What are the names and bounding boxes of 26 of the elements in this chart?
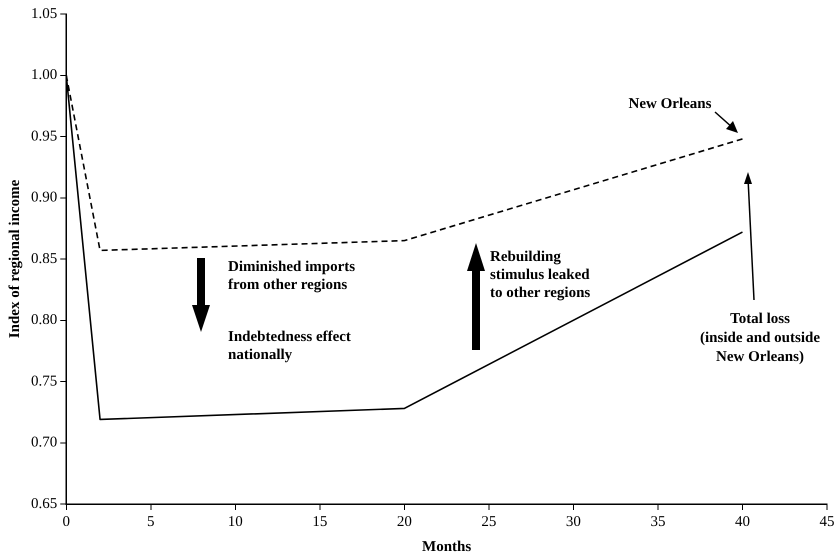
annotation: Indebtedness effect nationally xyxy=(228,328,351,364)
annotation: Diminished imports from other regions xyxy=(228,258,356,294)
y-tick-label: 0.85 xyxy=(31,250,58,267)
y-tick-label: 0.80 xyxy=(31,312,58,328)
x-tick-label: 25 xyxy=(481,514,496,530)
text: Total loss (inside and outside New Orleans) xyxy=(700,311,820,365)
x-tick-label: 15 xyxy=(312,514,328,530)
text: New Orleans xyxy=(628,96,712,112)
x-tick-label: 45 xyxy=(820,514,834,530)
x-tick-label: 0 xyxy=(62,514,70,530)
x-tick-label: 10 xyxy=(228,514,243,530)
y-tick-label: 1.00 xyxy=(31,67,58,84)
annotation: Rebuilding stimulus leaked to other regions xyxy=(490,248,590,302)
y-tick-label: 0.75 xyxy=(31,373,58,390)
y-axis-title: Index of regional income xyxy=(6,179,23,338)
x-tick-label: 5 xyxy=(147,514,155,530)
y-tick-label: 0.95 xyxy=(31,128,58,144)
y-tick-label: 0.70 xyxy=(31,434,58,451)
y-tick-label: 0.90 xyxy=(31,190,58,206)
x-tick-label: 20 xyxy=(396,514,412,530)
x-tick-label: 40 xyxy=(734,514,750,530)
x-tick-label: 35 xyxy=(650,514,666,530)
y-tick-label: 0.65 xyxy=(31,496,58,512)
x-axis-title: Months xyxy=(422,538,472,555)
y-tick-label: 1.05 xyxy=(31,6,58,22)
x-tick-label: 30 xyxy=(566,514,581,530)
